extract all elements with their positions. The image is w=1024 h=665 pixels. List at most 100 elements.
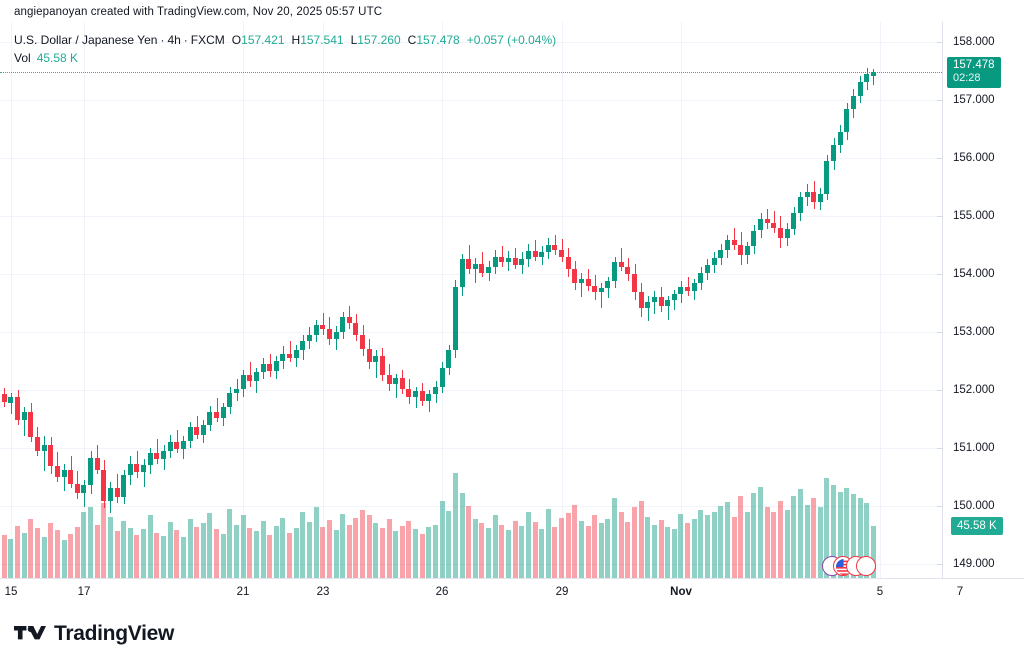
candle-body xyxy=(446,350,451,368)
candle-body xyxy=(267,363,272,372)
event-marker-4[interactable] xyxy=(856,556,876,576)
candle-body xyxy=(440,367,445,387)
candle-wick xyxy=(734,227,735,250)
volume-bar xyxy=(148,515,153,578)
candle-body xyxy=(380,356,385,376)
volume-bar xyxy=(320,527,325,578)
volume-bar xyxy=(121,521,126,578)
price-axis-tick: 149.000 xyxy=(953,558,995,570)
volume-bar xyxy=(221,534,226,578)
candle-body xyxy=(300,340,305,351)
candle-body xyxy=(340,317,345,332)
horizontal-gridline xyxy=(0,42,942,43)
horizontal-gridline xyxy=(0,100,942,101)
candle-body xyxy=(605,280,610,289)
candle-body xyxy=(174,441,179,449)
candle-body xyxy=(579,278,584,283)
candle-body xyxy=(400,378,405,389)
candle-wick xyxy=(144,459,145,488)
candle-body xyxy=(546,244,551,252)
candle-wick xyxy=(217,398,218,422)
volume-bar xyxy=(466,506,471,578)
price-axis-tick: 155.000 xyxy=(953,210,995,222)
candle-body xyxy=(22,411,27,420)
volume-bar xyxy=(267,535,272,578)
horizontal-gridline xyxy=(0,390,942,391)
candle-body xyxy=(334,331,339,339)
current-price-badge[interactable]: 157.478 02:28 xyxy=(947,57,1001,88)
volume-bar xyxy=(566,513,571,578)
candle-body xyxy=(314,324,319,335)
volume-bar xyxy=(645,517,650,578)
candle-body xyxy=(526,250,531,260)
candle-body xyxy=(88,458,93,486)
volume-bar xyxy=(758,487,763,578)
candle-wick xyxy=(668,295,669,321)
candle-body xyxy=(745,246,750,256)
candle-wick xyxy=(84,479,85,507)
candle-body xyxy=(360,334,365,350)
volume-bar xyxy=(831,485,836,578)
chart-plot-area[interactable] xyxy=(0,22,942,578)
volume-bar xyxy=(367,515,372,578)
volume-bar xyxy=(446,511,451,578)
candle-body xyxy=(619,262,624,267)
candle-body xyxy=(831,145,836,161)
horizontal-gridline xyxy=(0,332,942,333)
volume-bar xyxy=(791,496,796,578)
price-axis[interactable]: 158.000 157.000 156.000 155.000 154.000 153.0… xyxy=(937,22,1024,578)
volume-bar xyxy=(108,517,113,578)
candle-body xyxy=(201,424,206,435)
volume-bar xyxy=(692,519,697,578)
volume-bar xyxy=(214,529,219,578)
volume-bar xyxy=(307,522,312,578)
price-axis-tick: 158.000 xyxy=(953,36,995,48)
candle-body xyxy=(506,257,511,263)
volume-bar xyxy=(665,527,670,578)
volume-bar xyxy=(659,520,664,578)
candle-body xyxy=(373,356,378,362)
volume-bar xyxy=(460,493,465,578)
volume-bar xyxy=(400,526,405,578)
time-axis[interactable]: 151721232629Nov571113161921 xyxy=(0,578,1024,607)
volume-value-badge[interactable]: 45.58 K xyxy=(951,517,1003,535)
candle-body xyxy=(738,244,743,256)
volume-bar xyxy=(201,523,206,578)
volume-bar xyxy=(194,527,199,578)
volume-bar xyxy=(128,528,133,578)
volume-bar xyxy=(619,512,624,578)
horizontal-gridline xyxy=(0,158,942,159)
candle-body xyxy=(154,453,159,460)
economic-event-markers[interactable] xyxy=(822,556,892,578)
candle-wick xyxy=(774,211,775,234)
volume-bar xyxy=(22,533,27,578)
volume-bar xyxy=(745,512,750,578)
candle-body xyxy=(453,286,458,351)
volume-bar xyxy=(599,523,604,578)
candle-wick xyxy=(416,386,417,409)
volume-bar xyxy=(732,517,737,578)
time-axis-tick: 21 xyxy=(236,586,250,598)
candle-wick xyxy=(290,340,291,362)
volume-bar xyxy=(75,527,80,578)
candle-body xyxy=(678,286,683,295)
candle-body xyxy=(552,244,557,250)
candle-body xyxy=(665,300,670,306)
candle-body xyxy=(161,450,166,460)
volume-bar xyxy=(340,514,345,578)
price-axis-stub xyxy=(937,390,943,391)
volume-bar xyxy=(101,503,106,578)
volume-bar xyxy=(134,535,139,578)
volume-bar xyxy=(579,521,584,578)
volume-bar xyxy=(506,530,511,578)
candle-body xyxy=(672,294,677,300)
volume-bar xyxy=(380,528,385,578)
candle-body xyxy=(48,444,53,467)
candle-body xyxy=(818,194,823,202)
volume-bar xyxy=(798,489,803,578)
candle-body xyxy=(771,222,776,228)
volume-bar xyxy=(334,530,339,578)
horizontal-gridline xyxy=(0,274,942,275)
candle-body xyxy=(858,81,863,96)
